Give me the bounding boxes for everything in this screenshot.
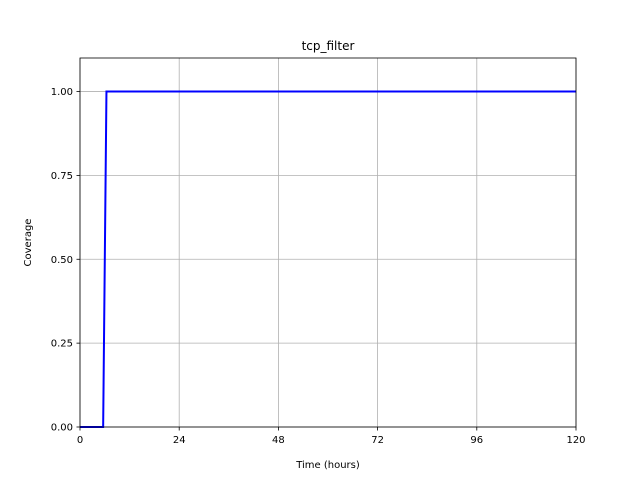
- y-tick-label: 0.00: [51, 423, 73, 434]
- x-tick-label: 120: [566, 435, 585, 446]
- plot-frame: [79, 57, 577, 428]
- y-tick-label: 0.75: [51, 171, 73, 182]
- x-tick-label: 72: [371, 435, 384, 446]
- grid-layer: [79, 58, 577, 428]
- x-tick-label: 48: [272, 435, 285, 446]
- x-axis-label: Time (hours): [295, 460, 360, 471]
- y-tick-label: 0.25: [51, 339, 73, 350]
- y-tick-label: 1.00: [51, 87, 73, 98]
- x-tick-label: 24: [173, 435, 186, 446]
- x-tick-label: 96: [470, 435, 483, 446]
- x-tick-label: 0: [77, 435, 83, 446]
- chart-title: tcp_filter: [302, 39, 355, 53]
- y-tick-label: 0.50: [51, 255, 73, 266]
- ticks-layer: 0 24 48 72 96 120 0.00 0.25 0.50 0.75 1.00: [51, 87, 586, 446]
- y-axis-label: Coverage: [23, 219, 34, 267]
